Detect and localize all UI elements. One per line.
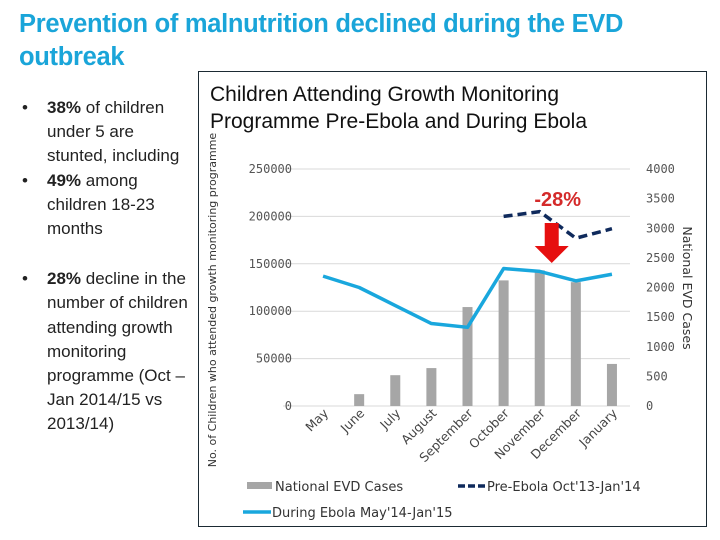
category-label: July <box>376 405 404 433</box>
legend-item: Pre-Ebola Oct'13-Jan'14 <box>458 480 641 495</box>
bar-evd-cases <box>426 368 437 406</box>
category-label: May <box>302 405 331 434</box>
bar-evd-cases <box>606 363 617 406</box>
evd-cases-bars <box>354 270 617 406</box>
down-arrow-icon <box>534 223 569 263</box>
left-axis-label: No. of Children who attended growth moni… <box>206 133 219 468</box>
right-tick-label: 3500 <box>646 192 675 206</box>
bullet-list: • 38% of children under 5 are stunted, i… <box>18 96 198 437</box>
bar-evd-cases <box>462 307 473 406</box>
legend-label: During Ebola May'14-Jan'15 <box>272 506 453 521</box>
bullet-item: • 38% of children under 5 are stunted, i… <box>18 96 198 169</box>
bullet-item: • 49% among children 18-23 months <box>18 169 198 242</box>
bar-evd-cases <box>498 280 509 406</box>
bullet-item: • 28% decline in the number of children … <box>18 267 198 436</box>
bar-evd-cases <box>570 282 581 406</box>
left-tick-label: 150000 <box>249 257 292 271</box>
bar-evd-cases <box>354 394 365 406</box>
right-tick-label: 4000 <box>646 162 675 176</box>
right-tick-label: 2500 <box>646 251 675 265</box>
left-tick-label: 100000 <box>249 304 292 318</box>
category-labels: May June JulyAugustSeptemberOctoberNovembe… <box>302 405 620 465</box>
right-tick-label: 2000 <box>646 281 675 295</box>
category-label: January <box>575 405 620 450</box>
legend-label: National EVD Cases <box>275 480 403 495</box>
during-ebola-line <box>322 266 613 330</box>
left-tick-label: 200000 <box>249 209 292 223</box>
decline-percent-label: -28% <box>534 189 581 211</box>
chart-legend: National EVD Cases Pre-Ebola Oct'13-Jan'1… <box>243 480 641 521</box>
legend-swatch-bar <box>247 482 272 489</box>
bar-evd-cases <box>390 375 401 406</box>
right-axis-ticks: 0 500 1000 1500 2000 2500 3000 3500 4000 <box>646 162 675 413</box>
chart-frame <box>198 71 707 527</box>
bullet-highlight: 28% <box>47 269 82 289</box>
bullet-text: decline in the number of children attend… <box>47 269 188 434</box>
bullet-text: of children under 5 are stunted, includi… <box>47 98 180 166</box>
left-axis-ticks: 0 50000 100000 150000 200000 250000 <box>249 162 292 413</box>
left-tick-label: 0 <box>285 399 292 413</box>
slide-title: Prevention of malnutrition declined duri… <box>19 10 624 71</box>
right-tick-label: 0 <box>646 399 653 413</box>
legend-label: Pre-Ebola Oct'13-Jan'14 <box>487 480 641 495</box>
bullet-dot-icon: • <box>22 170 28 190</box>
bullet-highlight: 49% <box>47 170 82 190</box>
left-tick-label: 250000 <box>249 162 292 176</box>
decline-annotation: -28% <box>534 189 581 263</box>
right-tick-label: 500 <box>646 369 668 383</box>
category-label: June <box>337 405 368 436</box>
legend-item: National EVD Cases <box>247 480 403 495</box>
chart-title: Children Attending Growth Monitoring Pro… <box>210 83 588 133</box>
legend-item: During Ebola May'14-Jan'15 <box>243 506 453 521</box>
left-tick-label: 50000 <box>256 352 292 366</box>
bullet-highlight: 38% <box>47 98 82 117</box>
right-tick-label: 1500 <box>646 310 675 324</box>
bullet-text: among children 18-23 months <box>47 170 155 239</box>
right-axis-label: National EVD Cases <box>680 226 695 349</box>
bar-evd-cases <box>534 270 545 406</box>
bullet-dot-icon: • <box>22 269 28 289</box>
bullet-dot-icon: • <box>22 98 28 117</box>
right-tick-label: 1000 <box>646 340 675 354</box>
right-tick-label: 3000 <box>646 221 675 235</box>
